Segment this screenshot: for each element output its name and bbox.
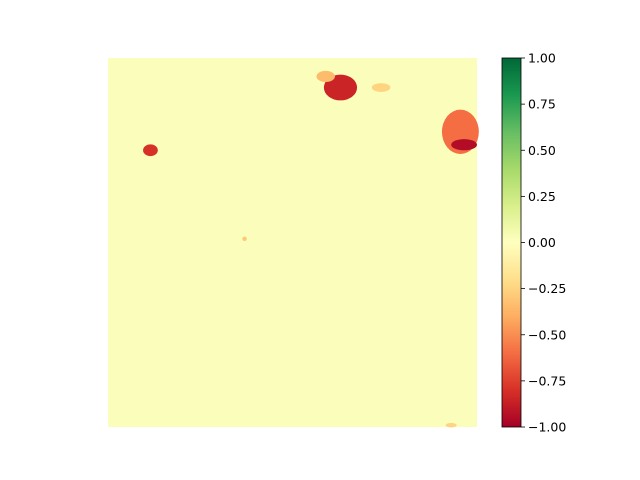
colorbar-tick-label: −0.25	[528, 281, 566, 296]
heatmap-region-right-edge-core	[451, 139, 477, 151]
heatmap-region-bottom-right-dot	[445, 422, 457, 428]
colorbar-tick-label: −0.50	[528, 327, 566, 342]
heatmap-region-upper-right-small	[371, 83, 391, 92]
colorbar-tick-label: 0.75	[528, 97, 556, 112]
colorbar-tick-label: −1.00	[528, 420, 566, 435]
colorbar-tick-label: 1.00	[528, 51, 556, 66]
colorbar-tick-label: 0.25	[528, 189, 556, 204]
heatmap-plot	[108, 58, 479, 428]
colorbar-tick-label: −0.75	[528, 373, 566, 388]
colorbar-gradient	[502, 58, 521, 427]
heatmap-region-upper-center-cluster	[323, 74, 358, 101]
colorbar-tick-label: 0.00	[528, 235, 556, 250]
colorbar-tick-label: 0.50	[528, 143, 556, 158]
heatmap-region-center-dot	[242, 236, 247, 242]
heatmap-region-upper-center-streak	[316, 70, 335, 82]
colorbar: 1.00 0.75 0.50 0.25 0.00 −0.25 −0.50 −0.75 −1.00	[501, 51, 566, 435]
heatmap-background	[108, 58, 477, 427]
heatmap-region-left-spot	[143, 144, 158, 157]
